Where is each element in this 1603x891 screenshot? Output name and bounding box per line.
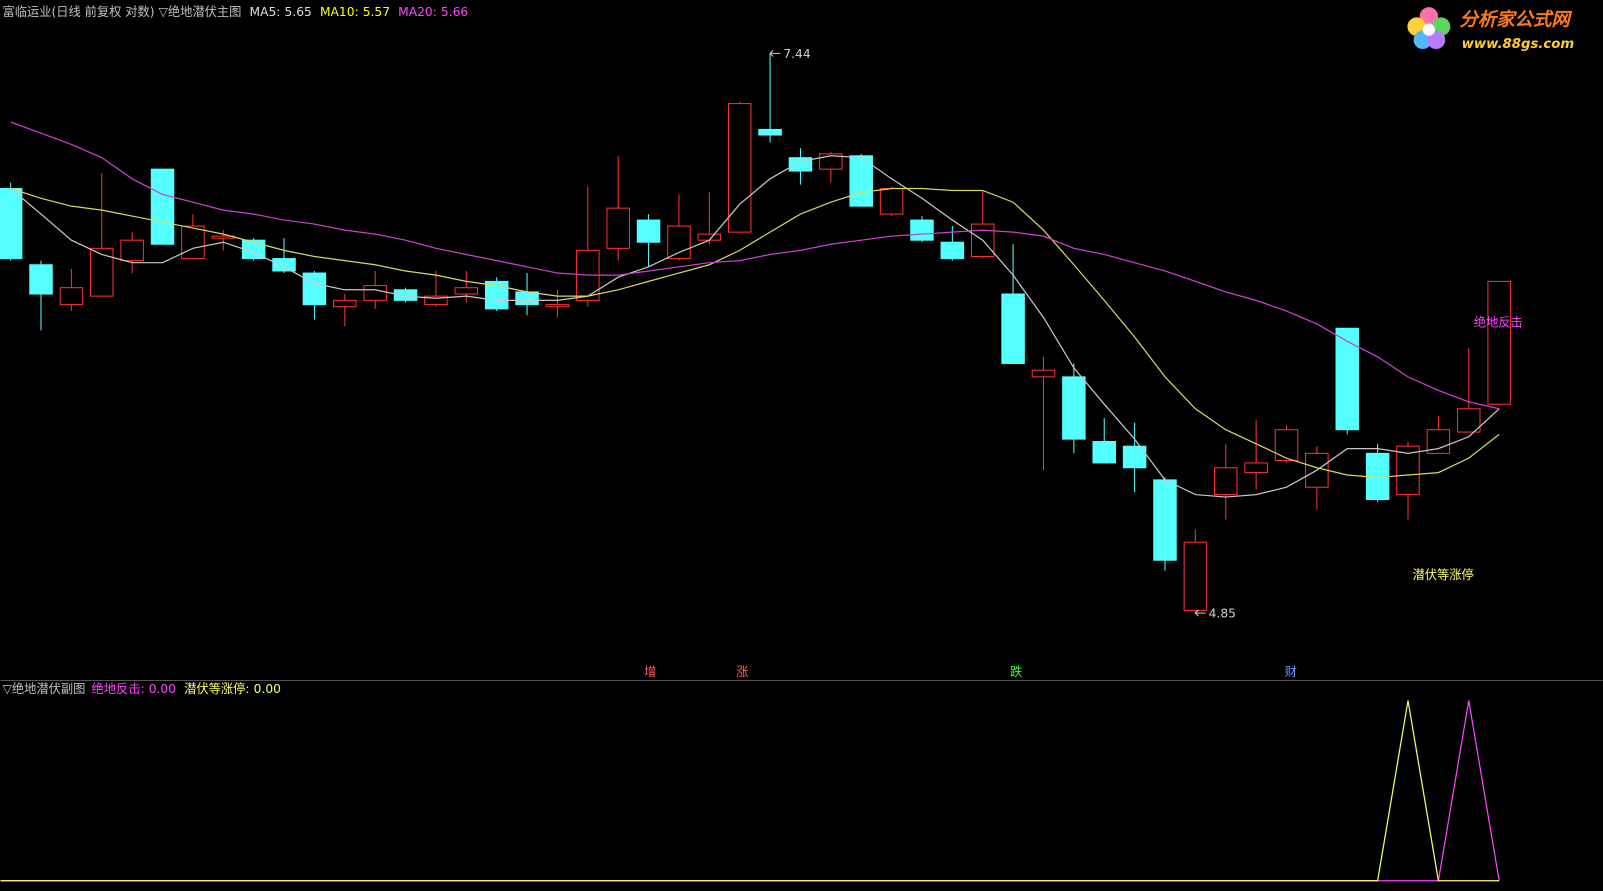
signal-label: 绝地反击 bbox=[1474, 314, 1523, 329]
candle-body bbox=[241, 239, 266, 260]
candle-body bbox=[606, 207, 630, 249]
signal-label: 潜伏等涨停 bbox=[1413, 567, 1474, 582]
candle-body bbox=[29, 264, 53, 295]
candle-body bbox=[636, 219, 661, 243]
legend-value: 0.00 bbox=[149, 682, 176, 696]
legend-label: MA10: bbox=[320, 5, 359, 19]
candle-body bbox=[1092, 440, 1116, 464]
ma-line bbox=[10, 187, 1500, 479]
candle-body bbox=[363, 285, 387, 301]
min-pointer bbox=[1194, 609, 1206, 617]
candle-body bbox=[1244, 462, 1268, 474]
candle-body bbox=[1183, 541, 1208, 611]
candle-body bbox=[90, 247, 114, 297]
legend-value: 5.66 bbox=[441, 5, 468, 19]
logo-url: www.88gs.com bbox=[1462, 37, 1575, 52]
candle-body bbox=[910, 219, 934, 241]
candle-body bbox=[1426, 429, 1451, 454]
legend-label: MA5: bbox=[250, 5, 281, 19]
candle-body bbox=[181, 225, 205, 260]
candle-body bbox=[1274, 429, 1299, 462]
candle-body bbox=[667, 225, 691, 260]
candle-body bbox=[1001, 293, 1025, 364]
event-marker: 增 bbox=[644, 664, 656, 679]
candle-body bbox=[819, 153, 843, 170]
candle-body bbox=[1396, 445, 1420, 496]
candle-body bbox=[333, 299, 357, 308]
ma-line bbox=[10, 121, 1500, 410]
candle-body bbox=[1335, 327, 1360, 431]
candle-body bbox=[515, 291, 539, 306]
subchart-title: ▽绝地潜伏副图 bbox=[2, 681, 85, 696]
indicator-line bbox=[0, 700, 1500, 882]
candle-body bbox=[1122, 445, 1147, 469]
candle-body bbox=[545, 304, 570, 308]
candle-body bbox=[1153, 479, 1177, 561]
candle-body bbox=[1062, 376, 1086, 440]
legend-value: 0.00 bbox=[254, 682, 281, 696]
logo-petal bbox=[1419, 7, 1439, 26]
candle-body bbox=[120, 239, 144, 262]
candle-body bbox=[302, 272, 327, 306]
legend-value: 5.65 bbox=[285, 5, 312, 19]
event-marker: 财 bbox=[1285, 665, 1297, 679]
candle-body bbox=[0, 187, 23, 260]
candle-body bbox=[59, 287, 84, 306]
logo-center bbox=[1422, 23, 1436, 36]
event-marker: 跌 bbox=[1010, 664, 1022, 679]
candle-body bbox=[940, 241, 965, 260]
max-label: 7.44 bbox=[783, 47, 810, 61]
candle-body bbox=[424, 295, 448, 306]
candle-body bbox=[150, 168, 175, 245]
candle-body bbox=[272, 258, 296, 272]
ma-line bbox=[10, 155, 1500, 498]
logo-title: 分析家公式网 bbox=[1460, 9, 1573, 30]
candle-body bbox=[393, 289, 418, 301]
legend-label: 潜伏等涨停: bbox=[184, 681, 249, 696]
candle-body bbox=[879, 187, 904, 215]
logo-petal bbox=[1426, 30, 1446, 50]
max-pointer bbox=[769, 49, 781, 57]
min-label: 4.85 bbox=[1209, 607, 1236, 621]
candle-body bbox=[1487, 280, 1511, 405]
event-marker: 涨 bbox=[736, 664, 748, 679]
candle-body bbox=[758, 128, 782, 136]
candle-body bbox=[454, 287, 479, 295]
candle-body bbox=[1213, 467, 1238, 496]
candle-body bbox=[849, 155, 873, 207]
legend-label: 绝地反击: bbox=[92, 681, 145, 696]
legend-label: MA20: bbox=[398, 5, 437, 19]
candle-body bbox=[1031, 369, 1056, 378]
logo: 分析家公式网 www.88gs.com bbox=[1407, 7, 1574, 52]
candle-body bbox=[1457, 408, 1481, 433]
legend-value: 5.57 bbox=[363, 5, 390, 19]
candle-body bbox=[484, 280, 509, 310]
chart-title: 富临运业(日线 前复权 对数) ▽绝地潜伏主图 bbox=[2, 4, 241, 19]
